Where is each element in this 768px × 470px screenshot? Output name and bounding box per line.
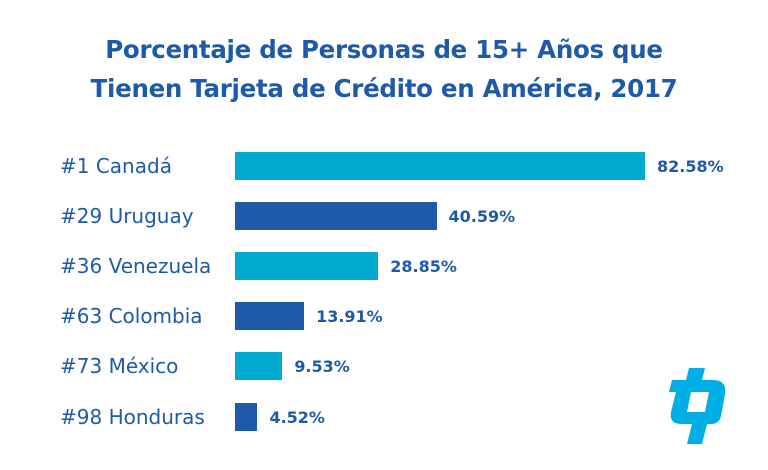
chart-title-line-1: Porcentaje de Personas de 15+ Años que xyxy=(105,35,663,64)
category-label: #73 México xyxy=(60,354,179,378)
category-label: #36 Venezuela xyxy=(60,254,212,278)
value-label: 13.91% xyxy=(316,307,383,326)
bar-1 xyxy=(235,152,645,180)
category-label: #98 Honduras xyxy=(60,405,205,429)
category-label: #1 Canadá xyxy=(60,154,172,178)
category-label: #63 Colombia xyxy=(60,304,203,328)
category-label: #29 Uruguay xyxy=(60,204,194,228)
bar-2 xyxy=(235,202,437,230)
value-label: 82.58% xyxy=(657,157,724,176)
brand-logo-icon xyxy=(669,368,726,444)
chart-title-line-2: Tienen Tarjeta de Crédito en América, 20… xyxy=(90,74,678,103)
value-label: 9.53% xyxy=(294,357,350,376)
value-label: 40.59% xyxy=(448,207,516,226)
bar-6 xyxy=(235,403,258,431)
bar-4 xyxy=(235,302,305,330)
value-label: 28.85% xyxy=(390,257,457,276)
bar-3 xyxy=(235,252,379,280)
bar-5 xyxy=(235,352,283,380)
value-label: 4.52% xyxy=(269,408,325,427)
